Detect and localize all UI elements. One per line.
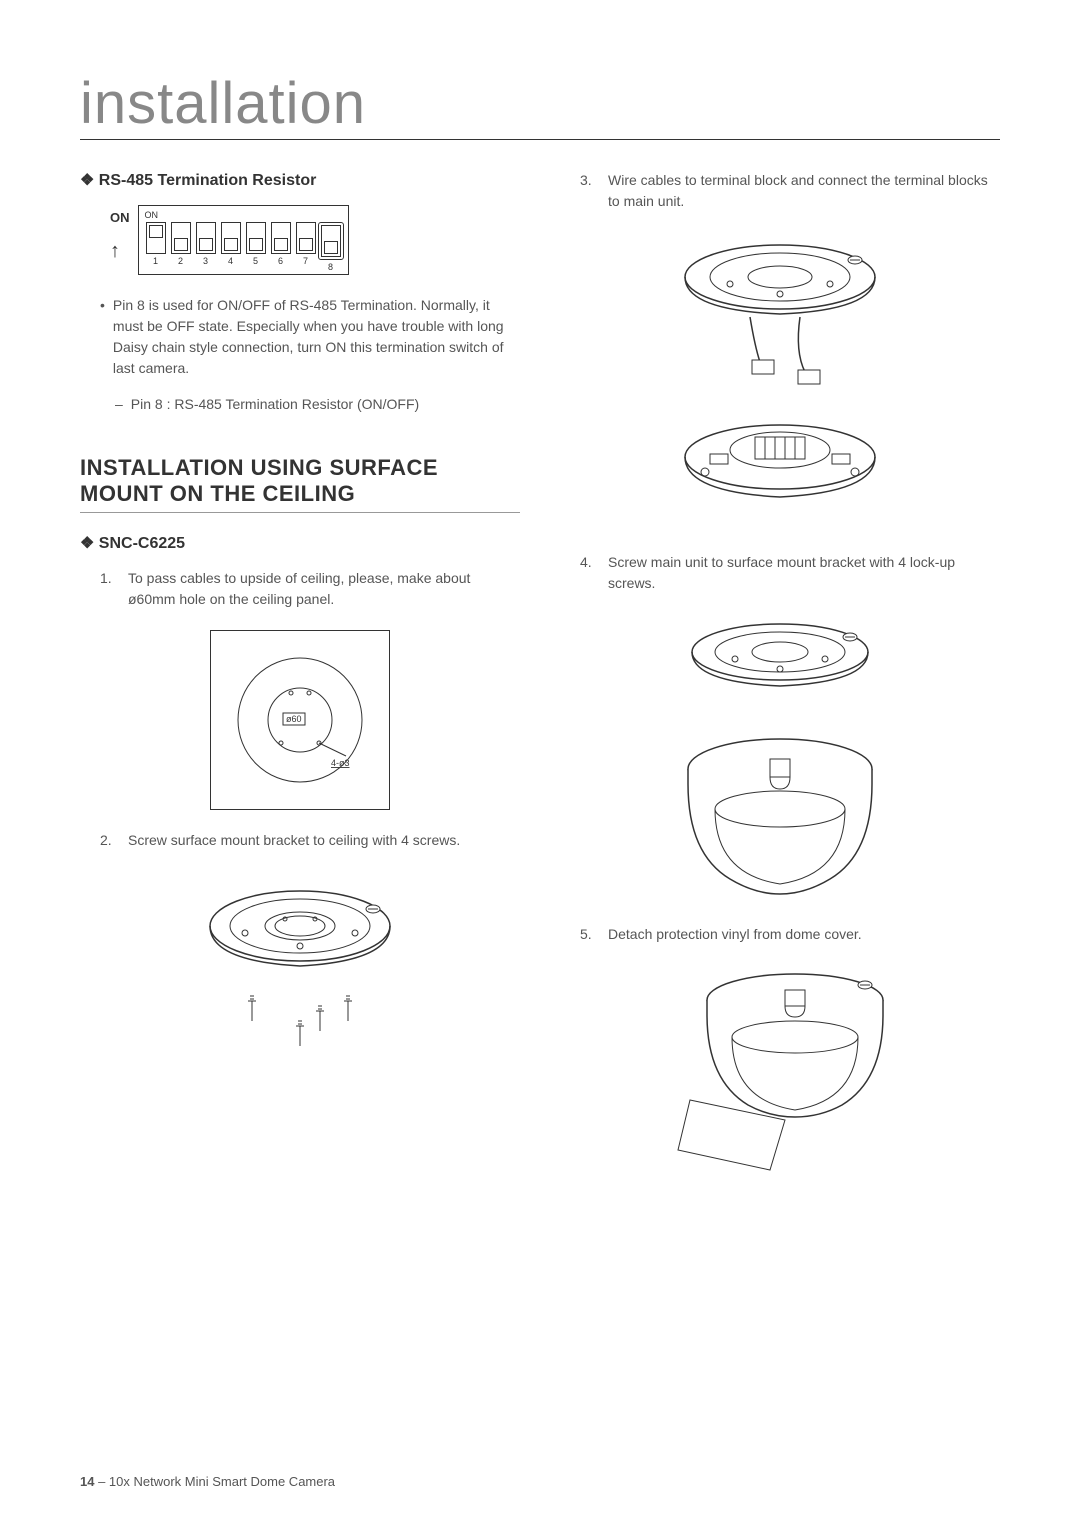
dip-slot-2: 2	[170, 222, 192, 272]
step-4-text: Screw main unit to surface mount bracket…	[608, 552, 1000, 594]
pin8-dash-text: Pin 8 : RS-485 Termination Resistor (ON/…	[131, 394, 419, 415]
bullet-icon: •	[100, 295, 105, 379]
dip-switch-diagram: ON ↑ ON 12345678	[110, 205, 520, 275]
rs485-heading: ❖ RS-485 Termination Resistor	[80, 170, 520, 190]
pin8-text: Pin 8 is used for ON/OFF of RS-485 Termi…	[113, 295, 520, 379]
pin8-dash-item: – Pin 8 : RS-485 Termination Resistor (O…	[115, 394, 520, 415]
step-1: 1. To pass cables to upside of ceiling, …	[100, 568, 520, 610]
model-heading: ❖ SNC-C6225	[80, 533, 520, 553]
right-column: 3. Wire cables to terminal block and con…	[560, 170, 1000, 1195]
up-arrow-icon: ↑	[110, 240, 128, 263]
ceiling-hole-diagram: ø60 4-ø3	[80, 630, 520, 810]
step-4-num: 4.	[580, 552, 598, 594]
vinyl-diagram	[560, 965, 1000, 1175]
dip-on-inner-label: ON	[145, 210, 342, 220]
dip-slot-4: 4	[220, 222, 242, 272]
page-title: installation	[80, 70, 1000, 140]
step-3: 3. Wire cables to terminal block and con…	[580, 170, 1000, 212]
step-4: 4. Screw main unit to surface mount brac…	[580, 552, 1000, 594]
left-column: ❖ RS-485 Termination Resistor ON ↑ ON 12…	[80, 170, 520, 1195]
svg-text:ø60: ø60	[286, 714, 302, 724]
bracket-screw-diagram	[80, 871, 520, 1071]
dip-slot-3: 3	[195, 222, 217, 272]
dash-icon: –	[115, 394, 123, 415]
step-5-text: Detach protection vinyl from dome cover.	[608, 924, 862, 945]
step-1-num: 1.	[100, 568, 118, 610]
step-5: 5. Detach protection vinyl from dome cov…	[580, 924, 1000, 945]
dip-slot-5: 5	[245, 222, 267, 272]
step-3-num: 3.	[580, 170, 598, 212]
step-3-text: Wire cables to terminal block and connec…	[608, 170, 1000, 212]
page-footer: 14 – 10x Network Mini Smart Dome Camera	[80, 1474, 335, 1489]
content-columns: ❖ RS-485 Termination Resistor ON ↑ ON 12…	[80, 170, 1000, 1195]
step-1-text: To pass cables to upside of ceiling, ple…	[128, 568, 520, 610]
dip-slot-7: 7	[295, 222, 317, 272]
step-2-num: 2.	[100, 830, 118, 851]
dip-slot-1: 1	[145, 222, 167, 272]
surface-mount-heading: INSTALLATION USING SURFACE MOUNT ON THE …	[80, 455, 520, 513]
page-number: 14	[80, 1474, 94, 1489]
step-2-text: Screw surface mount bracket to ceiling w…	[128, 830, 460, 851]
dip-on-side-label: ON	[110, 210, 130, 225]
svg-text:4-ø3: 4-ø3	[331, 758, 350, 768]
pin8-description: • Pin 8 is used for ON/OFF of RS-485 Ter…	[80, 295, 520, 379]
footer-text: – 10x Network Mini Smart Dome Camera	[94, 1474, 335, 1489]
terminal-block-diagram	[560, 232, 1000, 532]
dip-slot-8: 8	[320, 222, 342, 272]
step-5-num: 5.	[580, 924, 598, 945]
dip-body: ON 12345678	[138, 205, 349, 275]
step-2: 2. Screw surface mount bracket to ceilin…	[100, 830, 520, 851]
lockup-diagram	[560, 614, 1000, 904]
dip-slot-6: 6	[270, 222, 292, 272]
